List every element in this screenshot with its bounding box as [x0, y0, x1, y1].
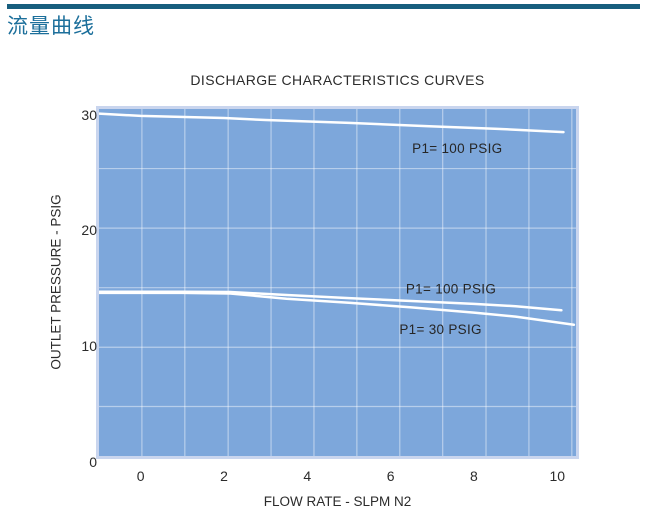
x-tick-label: 10 — [549, 468, 566, 484]
curve-label: P1= 30 PSIG — [399, 322, 481, 337]
plot-area: P1= 100 PSIG P1= 100 PSIG P1= 30 PSIG — [99, 109, 576, 456]
y-axis-title: OUTLET PRESSURE - PSIG — [48, 194, 64, 370]
series-line-2 — [99, 291, 576, 326]
x-axis-title: FLOW RATE - SLPM N2 — [263, 494, 412, 509]
series-line-0 — [99, 112, 565, 134]
y-tick-label: 10 — [81, 338, 97, 355]
y-tick-label: 30 — [81, 106, 97, 123]
x-tick-label: 4 — [303, 468, 312, 484]
chart-title: DISCHARGE CHARACTERISTICS CURVES — [190, 72, 485, 88]
x-tick-label: 2 — [220, 468, 228, 484]
x-tick-label: 8 — [470, 468, 478, 484]
plot-frame: P1= 100 PSIG P1= 100 PSIG P1= 30 PSIG — [96, 106, 579, 459]
header-accent-bar — [7, 4, 640, 9]
page-title: 流量曲线 — [7, 14, 95, 38]
curve-label: P1= 100 PSIG — [412, 141, 502, 156]
curve-label: P1= 100 PSIG — [406, 281, 496, 296]
y-tick-label: 0 — [89, 453, 97, 470]
y-tick-label: 20 — [81, 222, 97, 239]
x-tick-label: 6 — [386, 468, 395, 484]
x-tick-label: 0 — [136, 468, 145, 484]
